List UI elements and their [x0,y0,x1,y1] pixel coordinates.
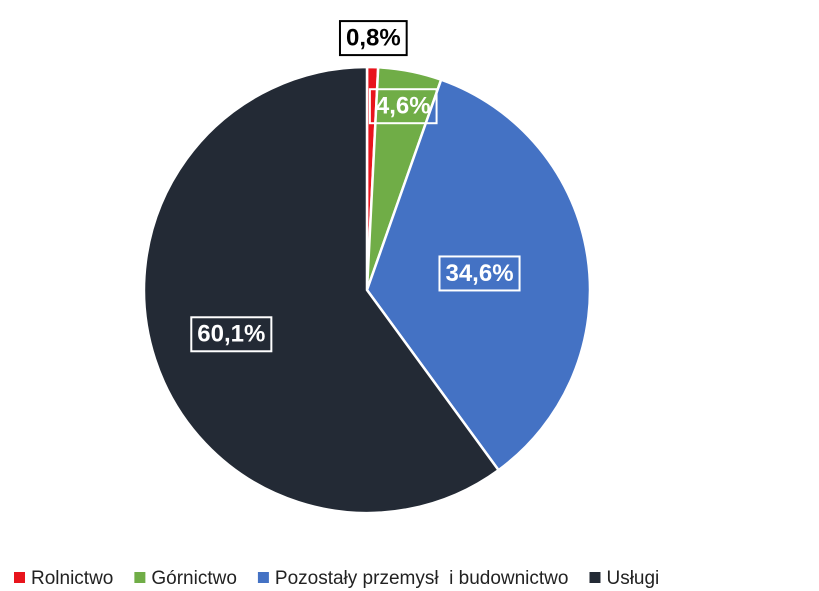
data-label-text: 4,6% [376,93,431,120]
legend-swatch [14,572,25,583]
pie-slice [365,78,592,472]
data-label: 0,8% [338,20,408,57]
legend-label: Pozostały przemysł i budownictwo [275,568,569,589]
legend-swatch [589,572,601,583]
data-label: 34,6% [438,255,521,292]
data-label-text: 60,1% [197,321,265,348]
data-label-text: 0,8% [346,24,401,51]
data-label-box [190,316,273,353]
legend-label: Górnictwo [151,568,237,589]
data-label: 60,1% [190,316,273,353]
pie-slice [142,65,501,515]
legend-swatch [134,572,146,583]
data-label: 4,6% [368,88,438,125]
legend: Rolnictwo Górnictwo Pozostały przemysł i b… [14,568,659,589]
legend-label: Usługi [606,568,659,589]
data-label-box [368,88,438,125]
data-label-text: 34,6% [445,260,513,287]
legend-label: Rolnictwo [31,568,113,589]
legend-swatch [257,572,269,583]
data-label-box [438,255,521,292]
data-label-box [338,20,408,57]
